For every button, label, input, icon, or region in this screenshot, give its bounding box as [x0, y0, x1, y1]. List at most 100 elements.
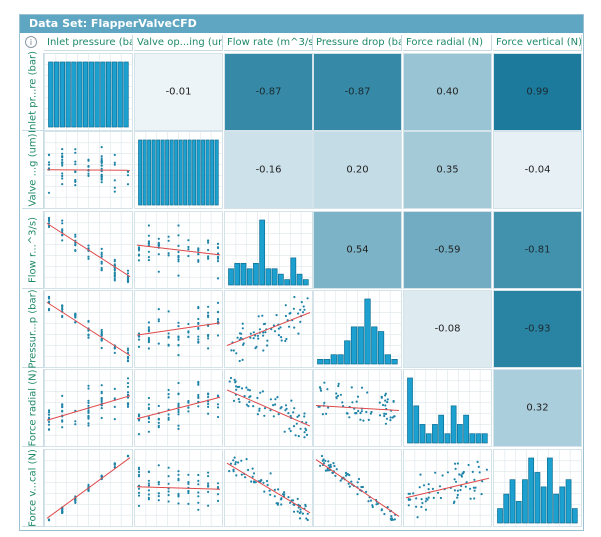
scatter-point [453, 500, 456, 503]
scatter-point [239, 336, 242, 340]
scatter-point [319, 389, 323, 392]
scatter-cell[interactable] [134, 449, 223, 527]
histogram-cell[interactable] [134, 131, 223, 209]
scatter-point [197, 491, 200, 494]
scatter-point [477, 465, 480, 468]
scatter-cell[interactable] [44, 211, 133, 289]
scatter-cell[interactable] [134, 290, 223, 368]
scatter-point [465, 481, 468, 484]
histogram-cell[interactable] [224, 211, 313, 289]
histogram-bar [77, 61, 83, 128]
correlation-value: -0.01 [165, 86, 192, 98]
scatter-point [187, 481, 190, 484]
column-header[interactable]: Flow rate (m^3/s) [224, 35, 313, 51]
row-header[interactable]: Inlet pr...re (bar) [22, 50, 44, 133]
scatter-point [113, 163, 116, 166]
correlation-cell[interactable]: 0.35 [403, 131, 492, 209]
row-header[interactable]: Flow r...^3/s) [22, 211, 44, 289]
scatter-cell[interactable] [44, 369, 133, 447]
row-header-label: Inlet pr...re (bar) [27, 50, 38, 133]
correlation-cell[interactable]: 0.54 [313, 211, 402, 289]
scatter-cell[interactable] [224, 290, 313, 368]
histogram-bar [253, 262, 259, 286]
scatter-point [216, 415, 220, 419]
scatter-point [237, 461, 240, 464]
scatter-cell[interactable] [44, 449, 133, 527]
histogram-bar [515, 500, 522, 524]
scatter-point [384, 399, 387, 402]
correlation-cell[interactable]: -0.04 [493, 131, 582, 209]
column-header[interactable]: Force radial (N) [403, 35, 492, 51]
row-header[interactable]: Valve ...g (um) [22, 131, 44, 209]
correlation-cell[interactable]: 0.40 [403, 53, 492, 131]
column-header[interactable]: Pressure drop (bar) [313, 35, 402, 51]
histogram-cell[interactable] [313, 290, 402, 368]
scatter-point [241, 358, 244, 361]
scatter-point [384, 392, 387, 395]
scatter-point [177, 408, 180, 411]
correlation-cell[interactable]: -0.16 [224, 131, 313, 209]
column-header[interactable]: Valve op...ing (um) [134, 35, 223, 51]
scatter-point [259, 391, 262, 394]
column-header[interactable]: Inlet pressure (bar) [44, 35, 133, 51]
correlation-cell[interactable]: -0.93 [493, 290, 582, 368]
scatter-point [147, 321, 150, 324]
scatter-point [240, 387, 244, 390]
scatter-cell[interactable] [134, 369, 223, 447]
scatter-cell[interactable] [313, 449, 402, 527]
correlation-cell[interactable]: -0.59 [403, 211, 492, 289]
scatter-point [384, 404, 387, 407]
scatter-point [100, 407, 103, 410]
scatter-point [279, 326, 282, 329]
scatter-point [157, 495, 160, 498]
row-header[interactable]: Force v...cal (N) [22, 449, 44, 527]
scatter-point [216, 395, 220, 398]
scatter-point [197, 501, 200, 504]
scatter-point [177, 258, 180, 261]
scatter-point [305, 517, 308, 520]
info-icon[interactable]: i [25, 36, 37, 48]
scatter-point [207, 305, 210, 308]
fit-line [226, 462, 311, 514]
correlation-cell[interactable]: -0.08 [403, 290, 492, 368]
histogram-cell[interactable] [493, 449, 582, 527]
scatter-cell[interactable] [44, 290, 133, 368]
row-header[interactable]: Pressur...p (bar) [22, 289, 44, 368]
scatter-point [369, 412, 372, 415]
scatter-point [238, 400, 241, 403]
scatter-point [187, 239, 190, 242]
scatter-point [147, 224, 150, 227]
scatter-cell[interactable] [224, 449, 313, 527]
correlation-cell[interactable]: 0.32 [493, 369, 582, 447]
scatter-cell[interactable] [224, 369, 313, 447]
scatter-point [47, 163, 51, 166]
scatter-point [61, 315, 64, 319]
column-header[interactable]: Force vertical (N) [493, 35, 582, 51]
scatter-cell[interactable] [134, 211, 223, 289]
scatter-point [454, 467, 457, 470]
scatter-point [431, 487, 434, 490]
scatter-point [469, 497, 472, 500]
histogram-cell[interactable] [44, 53, 133, 131]
correlation-cell[interactable]: -0.87 [313, 53, 402, 131]
scatter-cell[interactable] [403, 449, 492, 527]
scatter-point [74, 235, 77, 238]
scatter-point [137, 468, 141, 471]
correlation-cell[interactable]: -0.01 [134, 53, 223, 131]
scatter-point [229, 376, 233, 380]
scatter-point [234, 380, 237, 383]
histogram-bar [147, 139, 152, 206]
histogram-cell[interactable] [403, 369, 492, 447]
scatter-point [306, 512, 309, 515]
correlation-cell[interactable]: -0.87 [224, 53, 313, 131]
correlation-cell[interactable]: 0.99 [493, 53, 582, 131]
row-header[interactable]: Force radial (N) [22, 369, 44, 447]
scatter-point [197, 483, 200, 486]
scatter-point [47, 161, 51, 164]
correlation-cell[interactable]: -0.81 [493, 211, 582, 289]
scatter-cell[interactable] [313, 369, 402, 447]
correlation-cell[interactable]: 0.20 [313, 131, 402, 209]
scatter-point [177, 413, 180, 416]
scatter-point [100, 328, 103, 332]
scatter-cell[interactable] [44, 131, 133, 209]
